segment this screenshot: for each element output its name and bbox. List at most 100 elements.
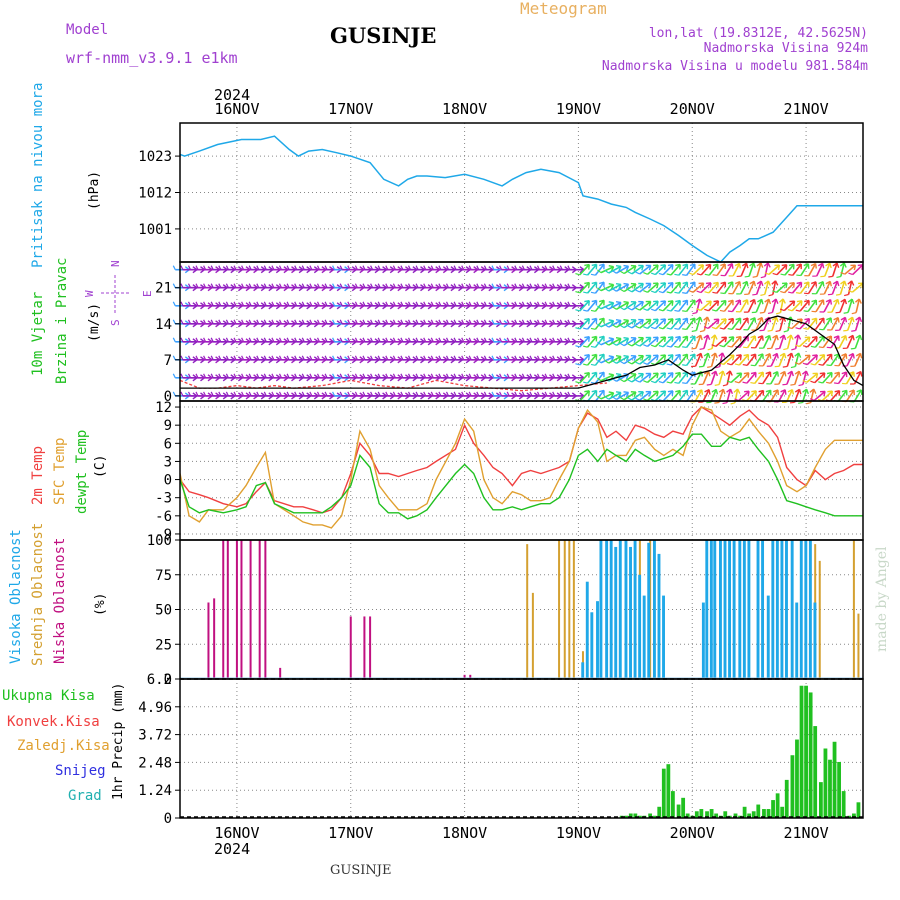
model-elevation-label: Nadmorska Visina u modelu 981.584m <box>602 59 868 74</box>
wind-barb-shaft <box>791 300 803 312</box>
wind-barb-head <box>599 389 605 396</box>
wind-gust-line <box>179 379 607 392</box>
wind-barb-feather <box>536 319 541 325</box>
wind-barb-feather <box>658 344 664 348</box>
wind-barb-feather <box>392 373 396 379</box>
wind-barb-head <box>645 372 652 379</box>
wind-barb-head <box>689 281 696 288</box>
wind-barb-head <box>856 389 863 395</box>
wind-barb <box>750 371 764 384</box>
wind-barb-feather <box>597 305 602 310</box>
wind-barb-shaft <box>738 353 750 366</box>
wind-barb-feather <box>506 373 510 379</box>
wind-barb <box>798 370 809 387</box>
wind-barb-feather <box>744 275 750 278</box>
wind-barb-feather <box>559 283 563 288</box>
wind-barb-feather <box>187 373 192 379</box>
wind-barb-feather <box>491 283 495 288</box>
wind-barb-feather <box>468 391 472 397</box>
wind-barb-feather <box>711 344 717 347</box>
wind-barb-head <box>638 300 644 307</box>
wind-barb-feather <box>392 283 396 288</box>
wind-barb-shaft <box>586 371 598 384</box>
wind-barb-shaft <box>678 281 689 294</box>
wind-barb <box>764 264 781 275</box>
wind-barb-shaft <box>631 337 644 347</box>
wind-barb-shaft <box>814 354 826 366</box>
wind-barb-feather <box>604 342 609 346</box>
wind-barb-shaft <box>786 370 793 385</box>
wind-barb <box>682 335 696 349</box>
wind-barb-feather <box>354 373 358 379</box>
wind-barb <box>682 263 696 276</box>
wind-barb-feather <box>438 337 442 343</box>
wind-barb-shaft <box>615 283 629 292</box>
wind-barb-feather <box>476 283 480 288</box>
wind-barb <box>842 334 855 349</box>
wind-barb-feather <box>445 391 450 397</box>
wind-barb-feather <box>720 292 725 295</box>
wind-barb-feather <box>803 310 809 313</box>
precip-unit: 1hr Precip (mm) <box>111 683 126 800</box>
wind-barb-feather <box>714 383 720 386</box>
wind-barb-head <box>825 262 832 269</box>
wind-barb-feather <box>590 291 596 294</box>
wind-barb-shaft <box>631 301 644 311</box>
wind-barb-feather <box>795 327 800 330</box>
wind-barb-feather <box>294 355 298 361</box>
wind-barb-feather <box>803 327 808 330</box>
wind-barb <box>635 390 652 401</box>
wind-barb-feather <box>180 283 184 288</box>
wind-barb-head <box>630 372 637 379</box>
precip-legend-item: Snijeg <box>55 763 106 779</box>
precip-bar <box>705 811 709 818</box>
wind-barb-feather <box>559 265 563 270</box>
wind-barb-feather <box>730 402 736 405</box>
wind-barb-head <box>591 353 598 360</box>
wind-barb-shaft <box>822 353 833 366</box>
wind-barb-feather <box>316 283 321 288</box>
wind-barb-shaft <box>654 354 666 366</box>
wind-barb-feather <box>461 265 465 270</box>
wind-barb-shaft <box>715 336 727 347</box>
cloud-bar <box>599 540 603 679</box>
wind-barb-feather <box>773 401 779 403</box>
wind-barb-shaft <box>594 263 605 276</box>
precip-bar <box>837 761 841 818</box>
wind-barb-shaft <box>646 300 659 311</box>
wind-barb-feather <box>583 363 588 366</box>
wind-barb-feather <box>818 346 824 349</box>
wind-barb-feather <box>835 329 840 331</box>
wind-barb-head <box>758 371 764 378</box>
wind-barb-feather <box>759 311 765 314</box>
wind-barb-shaft <box>685 371 696 384</box>
wind-barb <box>734 353 750 366</box>
wind-barb-feather <box>263 319 267 325</box>
wind-barb-head <box>591 389 598 396</box>
precip-bar <box>676 804 681 818</box>
wind-barb <box>597 355 615 364</box>
wind-barb-head <box>788 263 795 270</box>
wind-barb-feather <box>499 283 503 288</box>
wind-barb-feather <box>760 275 766 279</box>
wind-barb-head <box>713 318 720 325</box>
precip-bar <box>828 759 832 818</box>
wind-barb-shaft <box>694 353 702 367</box>
wind-barb-feather <box>347 265 351 270</box>
wind-barb-feather <box>635 361 640 365</box>
wind-barb-shaft <box>700 263 712 276</box>
wind-barb-head <box>591 317 598 324</box>
wind-barb-feather <box>521 319 525 325</box>
wind-barb-feather <box>301 319 305 325</box>
precip-bar <box>818 782 823 818</box>
wind-barb-feather <box>835 311 841 314</box>
wind-barb-shaft <box>726 370 731 385</box>
wind-barb-shaft <box>838 353 847 367</box>
wind-tick-label: 0 <box>164 389 172 405</box>
wind-barb-feather <box>696 273 702 276</box>
wind-barb-head <box>698 264 705 270</box>
wind-barb-head <box>630 300 637 307</box>
wind-barb-head <box>833 316 840 323</box>
wind-barb-feather <box>407 265 412 270</box>
wind-barb <box>825 371 841 384</box>
